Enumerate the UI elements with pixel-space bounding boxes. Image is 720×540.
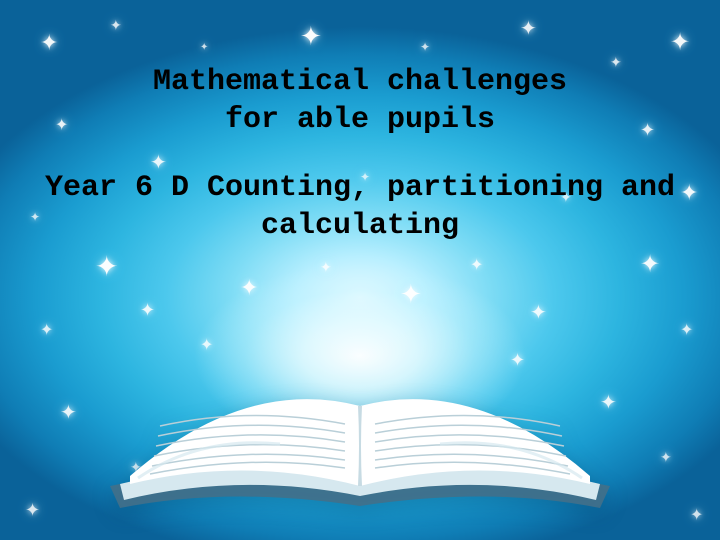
star-icon: ✦ (690, 505, 703, 525)
star-icon: ✦ (670, 28, 690, 57)
star-icon: ✦ (40, 30, 58, 56)
star-icon: ✦ (95, 250, 118, 284)
star-icon: ✦ (420, 40, 430, 55)
star-icon: ✦ (60, 400, 77, 425)
star-icon: ✦ (25, 500, 40, 521)
star-icon: ✦ (680, 320, 693, 340)
star-icon: ✦ (320, 260, 332, 277)
star-icon: ✦ (40, 320, 53, 340)
open-book-icon (100, 336, 620, 526)
star-icon: ✦ (240, 275, 258, 301)
star-icon: ✦ (140, 300, 155, 321)
star-icon: ✦ (640, 250, 660, 279)
slide: ✦✦✦✦✦✦✦✦✦✦✦✦✦✦✦✦✦✦✦✦✦✦✦✦✦✦✦✦✦✦✦✦✦ Mathem… (0, 0, 720, 540)
title-line-1: Mathematical challenges (0, 64, 720, 102)
subtitle-block: Year 6 D Counting, partitioning and calc… (0, 170, 720, 245)
star-icon: ✦ (520, 16, 537, 41)
star-icon: ✦ (660, 450, 672, 467)
title-block: Mathematical challenges for able pupils (0, 64, 720, 139)
star-icon: ✦ (470, 255, 483, 275)
star-icon: ✦ (110, 18, 122, 35)
title-line-2: for able pupils (0, 102, 720, 140)
star-icon: ✦ (300, 22, 322, 52)
subtitle-line-2: calculating (0, 208, 720, 246)
star-icon: ✦ (200, 42, 208, 53)
star-icon: ✦ (530, 300, 547, 325)
star-icon: ✦ (400, 280, 422, 310)
subtitle-line-1: Year 6 D Counting, partitioning and (0, 170, 720, 208)
